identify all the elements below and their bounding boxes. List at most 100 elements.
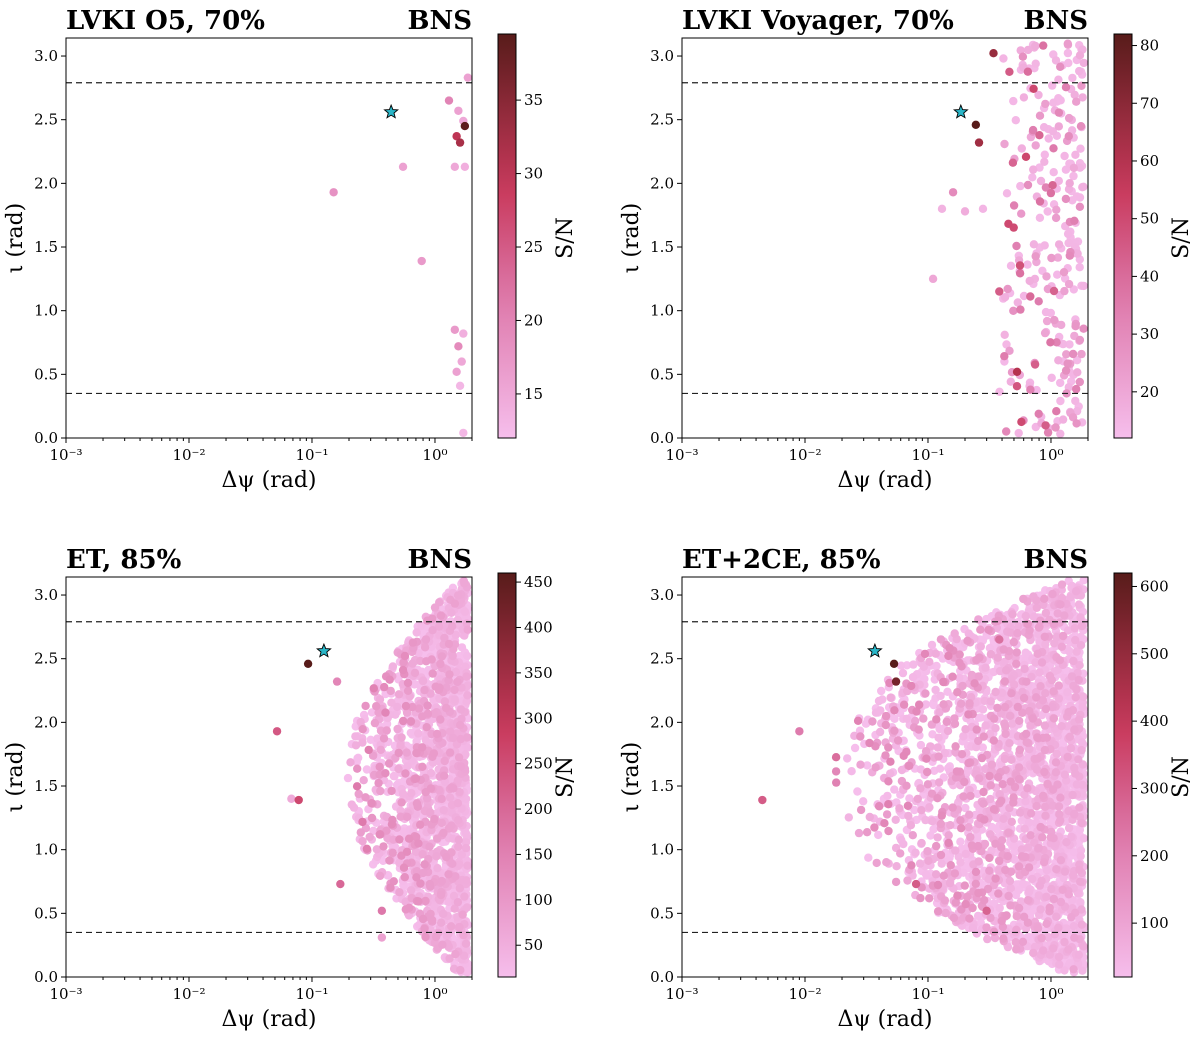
data-point	[1007, 689, 1016, 698]
data-point	[1006, 884, 1015, 893]
data-point	[410, 668, 420, 678]
data-point	[1068, 790, 1077, 800]
data-point	[1021, 611, 1030, 621]
data-point	[436, 715, 445, 724]
data-point	[1058, 739, 1067, 748]
data-point	[964, 823, 973, 832]
data-point	[1040, 241, 1049, 250]
data-point	[935, 764, 945, 773]
data-point	[440, 697, 450, 706]
data-point	[1042, 316, 1052, 326]
data-point	[968, 903, 977, 913]
data-point	[1056, 600, 1065, 609]
data-point	[886, 769, 895, 778]
data-point	[388, 662, 398, 671]
data-point	[358, 817, 367, 827]
data-point	[971, 879, 980, 888]
colorbar-tick-label: 20	[1140, 383, 1159, 401]
data-point	[375, 830, 384, 839]
data-point	[463, 861, 472, 870]
data-point	[457, 643, 467, 652]
data-point	[905, 761, 914, 770]
data-point	[923, 847, 932, 856]
data-point	[1011, 116, 1020, 125]
data-point	[956, 816, 965, 825]
data-point	[1035, 197, 1045, 206]
data-point	[1041, 689, 1050, 698]
data-point	[1057, 580, 1067, 589]
data-point	[460, 892, 469, 901]
data-point	[1078, 780, 1087, 789]
data-point	[1069, 922, 1079, 931]
data-point	[1032, 693, 1041, 702]
data-point	[1063, 688, 1072, 697]
data-point	[1056, 793, 1065, 802]
data-point	[1054, 176, 1064, 186]
data-point	[934, 752, 943, 761]
data-point	[1068, 413, 1078, 422]
data-point	[905, 794, 914, 803]
data-point	[985, 771, 994, 781]
data-point	[911, 879, 921, 889]
data-point	[407, 788, 416, 798]
data-point	[394, 764, 403, 774]
data-point	[1042, 919, 1051, 928]
data-point	[438, 940, 447, 949]
star-marker	[867, 642, 883, 658]
data-point	[1014, 428, 1023, 438]
x-axis-label: Δψ (rad)	[837, 1007, 932, 1032]
data-point	[920, 649, 930, 659]
data-point	[401, 701, 411, 711]
data-point	[374, 708, 383, 717]
data-point	[936, 691, 945, 701]
panel-title: LVKI O5, 70%	[66, 6, 265, 36]
data-point	[998, 780, 1007, 789]
data-point	[960, 881, 969, 890]
data-point	[419, 868, 428, 878]
data-point	[1051, 758, 1061, 767]
data-point	[430, 814, 439, 824]
data-point	[931, 685, 940, 695]
data-point	[978, 204, 988, 214]
data-point	[1005, 739, 1014, 748]
data-point	[976, 625, 985, 634]
data-point	[1014, 885, 1024, 895]
data-point	[1031, 141, 1040, 150]
data-point	[386, 883, 395, 892]
data-point	[957, 824, 966, 833]
data-point	[1077, 81, 1086, 91]
colorbar-tick-label: 450	[524, 573, 553, 591]
data-point	[1001, 865, 1010, 875]
data-point	[406, 717, 416, 726]
data-point	[889, 659, 899, 668]
data-point	[843, 754, 852, 763]
data-point	[1064, 823, 1074, 833]
data-point	[352, 782, 362, 791]
data-point	[1018, 708, 1027, 717]
data-point	[1041, 183, 1051, 192]
data-point	[1024, 818, 1034, 827]
data-point	[418, 762, 427, 771]
data-point	[430, 603, 440, 612]
data-point	[1075, 661, 1084, 670]
data-point	[980, 815, 989, 824]
data-point	[999, 934, 1008, 943]
data-point	[420, 685, 429, 695]
data-point	[1019, 291, 1029, 301]
data-point	[1032, 765, 1042, 774]
data-point	[1007, 817, 1016, 826]
y-tick-label: 0.5	[650, 365, 674, 383]
data-point	[385, 856, 394, 865]
data-point	[933, 907, 943, 916]
data-point	[964, 710, 973, 719]
data-point	[375, 695, 385, 704]
y-tick-label: 2.5	[34, 111, 58, 129]
data-point	[884, 743, 893, 752]
data-point	[376, 745, 385, 754]
data-point	[1003, 284, 1012, 294]
data-point	[795, 727, 804, 736]
data-point	[937, 811, 946, 820]
plot-area	[928, 39, 1088, 438]
data-point	[365, 832, 374, 842]
